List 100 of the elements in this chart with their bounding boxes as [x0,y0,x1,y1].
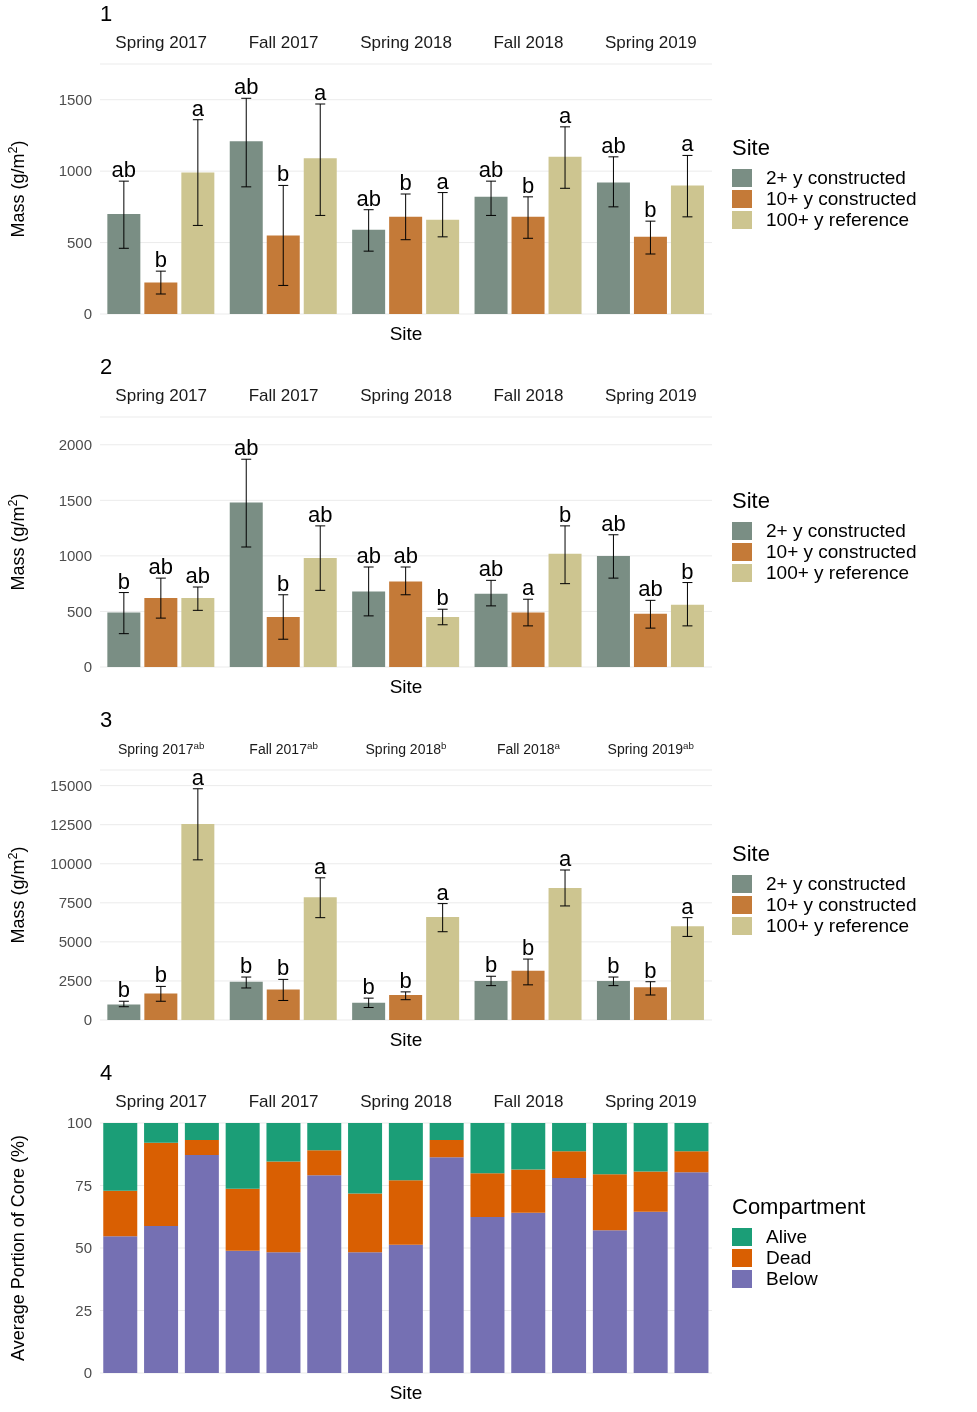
bar [674,1172,709,1373]
bar [388,1180,423,1245]
legend-title: Site [732,135,771,161]
bar [511,1169,546,1213]
bar [633,1123,668,1172]
bar [352,1002,386,1020]
data-label: ab [601,132,626,158]
y-tick-label: 500 [66,233,92,251]
bar [426,219,460,314]
data-label: ab [638,576,663,602]
bar [225,1250,260,1373]
data-label: b [436,585,449,611]
bar [303,897,337,1020]
y-tick-label: 7500 [58,894,92,912]
data-label: b [362,974,375,1000]
legend-label: Alive [766,1225,808,1248]
bar [592,1230,627,1373]
data-label: b [277,955,290,981]
bar [266,989,300,1020]
data-label: b [681,558,694,584]
bar [389,216,423,314]
bar [352,591,386,667]
x-tick-label: Spring 2017 [115,386,208,405]
x-tick-label: Fall 2018$^{a}$ [496,739,561,757]
x-tick-label: Spring 2018$^{b}$ [365,739,448,757]
bar [266,617,300,667]
text: 4 [100,1060,113,1085]
x-tick-label: Spring 2018 [360,386,452,405]
bar [184,1155,219,1373]
data-label: b [117,977,130,1003]
x-tick-label: Spring 2019$^{ab}$ [607,739,695,757]
data-label: ab [185,563,211,588]
legend-label: 100+ y reference [766,561,910,584]
bar [511,612,545,667]
y-tick-label: 25 [75,1301,92,1319]
legend-label: 2+ y constructed [766,519,906,542]
bar [184,1123,219,1140]
data-label: b [240,953,253,979]
x-tick-label: Fall 2017 [248,386,319,405]
legend-label: 100+ y reference [766,914,910,937]
data-label: ab [111,157,137,183]
bar [181,598,215,667]
x-tick-label: Fall 2018 [493,386,564,405]
data-label: a [681,893,695,919]
legend-label: 2+ y constructed [766,872,906,895]
bar [184,1140,219,1155]
bar [144,1123,179,1143]
bar [674,1123,709,1152]
data-label: ab [478,556,504,582]
x-tick-label: Fall 2018 [493,33,564,52]
bar [511,970,545,1020]
bar [389,995,423,1020]
data-label: b [644,957,657,983]
bar [266,235,300,314]
bar [596,182,630,314]
bar [633,1211,668,1373]
bar [633,613,667,667]
bar [633,236,667,314]
data-label: ab [356,543,381,568]
y-tick-label: 0 [83,1364,92,1382]
y-tick-label: 0 [83,658,92,676]
bar [348,1252,383,1373]
x-tick-label: Fall 2017 [248,33,319,52]
bar [229,141,263,314]
legend-label: 2+ y constructed [766,166,906,189]
data-label: ab [148,554,174,580]
bar [389,581,423,667]
data-label: a [558,846,572,871]
data-label: b [277,570,290,596]
y-tick-label: 1000 [58,547,92,565]
x-tick-label: Spring 2017 [115,1092,208,1111]
y-tick-label: 5000 [58,933,92,951]
bar [303,158,337,314]
bar [103,1190,138,1237]
legend-label: 10+ y constructed [766,187,917,210]
data-label: a [681,131,695,157]
bar [348,1193,383,1253]
y-tick-label: 2500 [58,972,92,990]
bar [225,1188,260,1251]
bar [670,604,704,667]
data-label: ab [601,510,626,536]
y-tick-label: 0 [83,1011,92,1029]
bar [103,1236,138,1373]
bar [596,555,630,667]
bar [229,981,263,1020]
bar [107,612,141,667]
bar [511,1123,546,1170]
bar [266,1123,301,1162]
bar [144,282,178,314]
bar [548,553,582,667]
bar [266,1161,301,1253]
bar [181,823,215,1020]
bar [144,1142,179,1226]
data-label: b [521,935,535,961]
bar [307,1123,342,1151]
y-tick-label: 10000 [50,855,92,873]
bar [107,214,141,314]
data-label: ab [234,435,259,461]
bar [348,1123,383,1194]
bar [303,558,337,667]
